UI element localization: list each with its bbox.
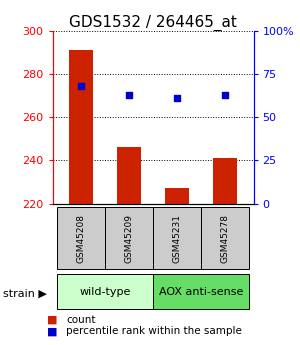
Title: GDS1532 / 264465_at: GDS1532 / 264465_at — [69, 15, 237, 31]
Bar — [69, 50, 93, 204]
Bar — [105, 207, 153, 269]
Text: percentile rank within the sample: percentile rank within the sample — [66, 326, 242, 336]
Bar — [57, 274, 153, 309]
Point — [79, 83, 84, 89]
Point — [127, 92, 131, 98]
Bar — [165, 188, 189, 204]
Text: GSM45231: GSM45231 — [172, 214, 182, 263]
Text: GSM45209: GSM45209 — [124, 214, 134, 263]
Bar — [213, 158, 237, 204]
Bar — [201, 207, 249, 269]
Text: wild-type: wild-type — [80, 287, 131, 296]
Text: ■: ■ — [46, 315, 57, 325]
Bar — [153, 207, 201, 269]
Point — [222, 92, 227, 98]
Text: count: count — [66, 315, 95, 325]
Bar — [57, 207, 105, 269]
Point — [175, 96, 179, 101]
Text: ■: ■ — [46, 326, 57, 336]
Text: GSM45278: GSM45278 — [220, 214, 229, 263]
Bar — [117, 148, 141, 204]
Text: strain ▶: strain ▶ — [3, 289, 47, 299]
Bar — [153, 274, 249, 309]
Text: GSM45208: GSM45208 — [77, 214, 86, 263]
Text: AOX anti-sense: AOX anti-sense — [159, 287, 243, 296]
